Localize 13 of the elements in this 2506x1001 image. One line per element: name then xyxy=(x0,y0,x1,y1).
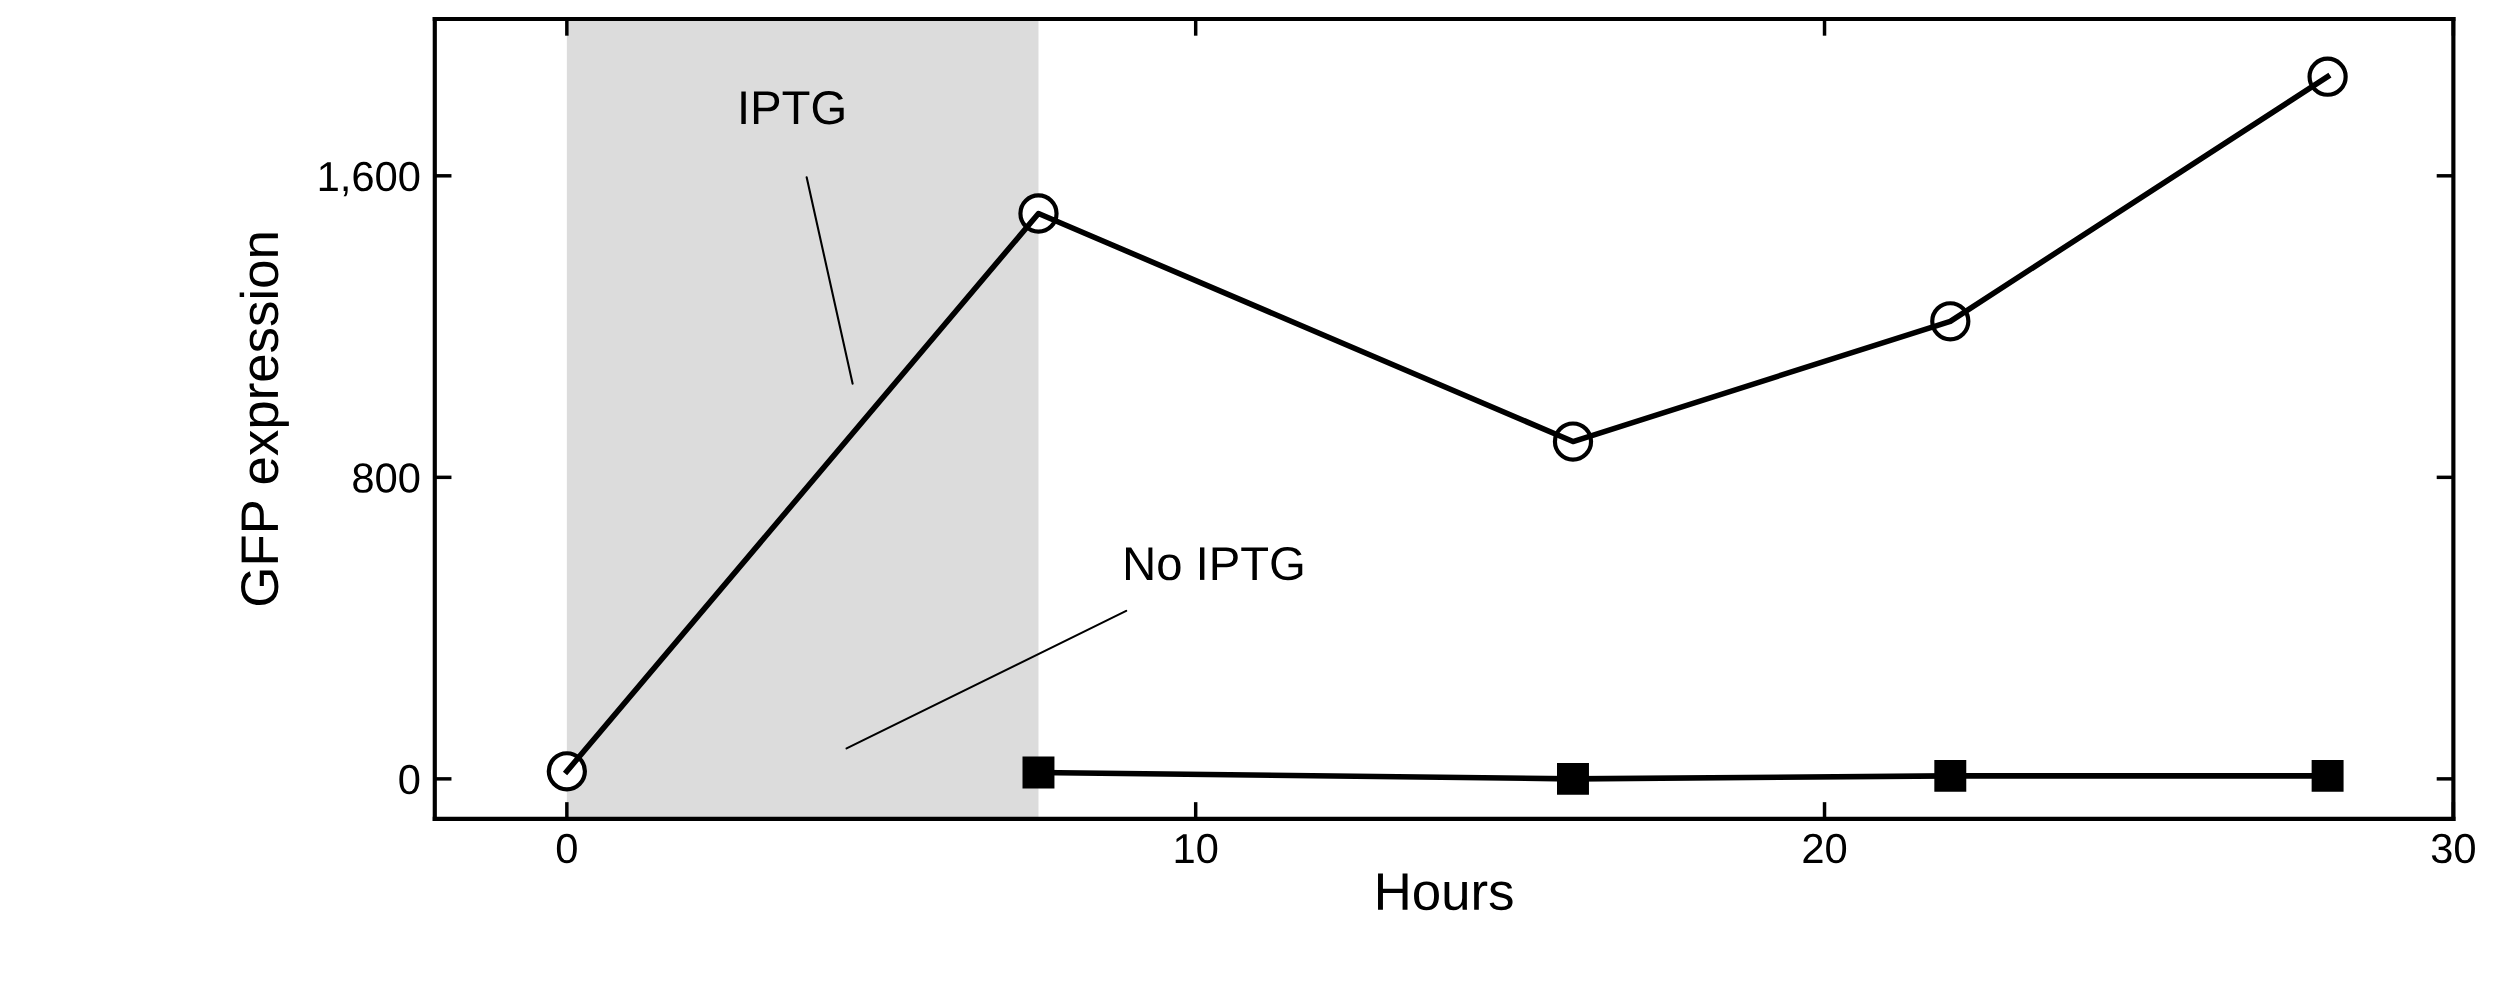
y-tick-label: 1,600 xyxy=(319,161,420,197)
x-tick-label: 20 xyxy=(1803,833,1847,864)
point xyxy=(2311,759,2344,792)
y-tick-label: 800 xyxy=(353,463,420,493)
x-tick-label: 30 xyxy=(2431,833,2475,864)
x-tick-label: 0 xyxy=(556,833,577,864)
y-tick-label: 0 xyxy=(399,764,420,795)
annotation: No IPTG xyxy=(1126,546,1303,581)
point xyxy=(1022,756,1055,789)
x-tick-label: 10 xyxy=(1175,833,1218,864)
x-axis-title: Hours xyxy=(1378,873,1513,911)
y-axis-title: GFP expression xyxy=(239,233,289,605)
annotation: IPTG xyxy=(741,91,844,125)
